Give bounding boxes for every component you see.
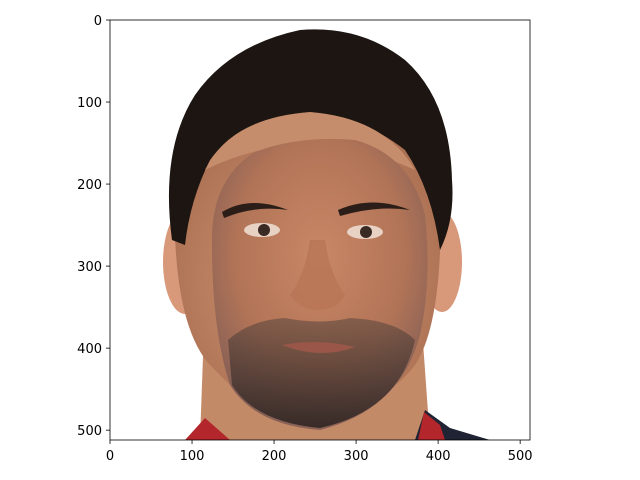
left-iris	[258, 224, 270, 236]
nose	[290, 240, 345, 310]
y-tick-label: 100	[77, 96, 102, 111]
right-eyebrow	[338, 202, 410, 216]
image-area	[110, 20, 530, 440]
shirt-collar-red-right	[418, 412, 445, 440]
x-tick-label: 200	[262, 449, 287, 464]
x-tick-label: 400	[426, 449, 451, 464]
x-axis-ticks: 0 100 200 300 400 500	[106, 440, 533, 464]
y-tick-label: 200	[77, 178, 102, 193]
x-tick-label: 300	[344, 449, 369, 464]
axes-frame	[109, 19, 531, 441]
y-tick-label: 400	[77, 342, 102, 357]
hair	[168, 29, 453, 250]
beard	[228, 318, 415, 428]
x-tick-label: 0	[106, 449, 114, 464]
shirt-collar	[185, 418, 230, 440]
right-iris	[360, 226, 372, 238]
mouth	[282, 341, 355, 354]
y-tick-label: 300	[77, 260, 102, 275]
y-tick-label: 0	[94, 14, 102, 29]
left-eyebrow	[222, 202, 288, 218]
y-tick-label: 500	[77, 424, 102, 439]
y-axis-ticks: 0 100 200 300 400 500	[77, 14, 110, 439]
x-tick-label: 100	[180, 449, 205, 464]
x-tick-label: 500	[508, 449, 533, 464]
